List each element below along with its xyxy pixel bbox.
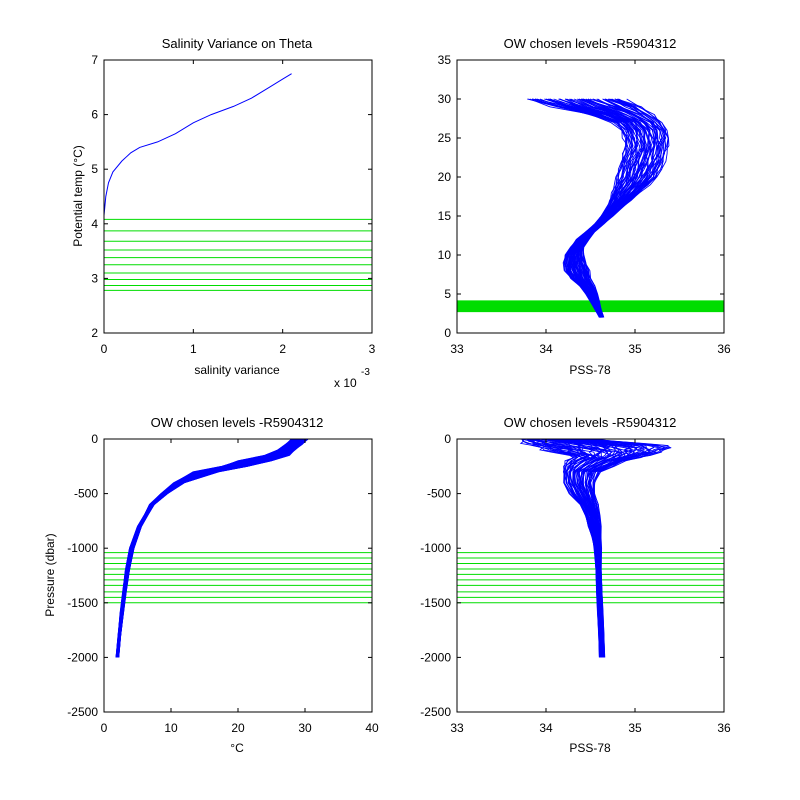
y-tick-label: 5 <box>91 162 98 176</box>
panel-temperature-pressure: OW chosen levels -R5904312 °C Pressure (… <box>43 415 379 755</box>
x-multiplier-label: x 10 <box>334 376 357 390</box>
y-tick-label: 0 <box>444 326 451 340</box>
x-tick-label: 0 <box>101 721 108 735</box>
chart-title: Salinity Variance on Theta <box>162 36 313 51</box>
profile-line <box>582 98 669 318</box>
plot-frame <box>103 438 373 713</box>
chart-title: OW chosen levels -R5904312 <box>151 415 324 430</box>
y-tick-label: 0 <box>91 432 98 446</box>
x-tick-label: 3 <box>369 342 376 356</box>
x-tick-label: 34 <box>539 721 553 735</box>
x-tick-label: 40 <box>365 721 379 735</box>
x-tick-label: 2 <box>279 342 286 356</box>
y-tick-label: 10 <box>438 248 452 262</box>
x-tick-label: 1 <box>190 342 197 356</box>
x-multiplier-exponent: -3 <box>361 367 370 378</box>
x-axis-label: °C <box>230 741 244 755</box>
x-tick-label: 20 <box>231 721 245 735</box>
x-tick-label: 34 <box>539 342 553 356</box>
x-tick-label: 36 <box>717 721 731 735</box>
y-tick-label: -2000 <box>420 650 451 664</box>
series-line <box>104 73 292 216</box>
y-tick-label: 3 <box>91 271 98 285</box>
y-tick-label: -500 <box>74 487 98 501</box>
y-tick-label: -1500 <box>420 596 451 610</box>
y-tick-label: 20 <box>438 170 452 184</box>
x-tick-label: 33 <box>450 342 464 356</box>
y-tick-label: -2000 <box>67 650 98 664</box>
plot-frame <box>103 59 373 334</box>
profile-line <box>118 439 309 658</box>
profile-line <box>117 439 306 658</box>
y-tick-label: 35 <box>438 53 452 67</box>
panel-salinity-pressure: OW chosen levels -R5904312 PSS-78 33 34 35… <box>420 415 731 755</box>
x-tick-label: 33 <box>450 721 464 735</box>
x-tick-label: 36 <box>717 342 731 356</box>
profile-line <box>536 439 601 658</box>
y-tick-label: -1000 <box>420 541 451 555</box>
y-tick-label: -1500 <box>67 596 98 610</box>
y-tick-label: -2500 <box>420 705 451 719</box>
y-tick-label: 2 <box>91 326 98 340</box>
y-tick-label: -1000 <box>67 541 98 555</box>
panel-salinity-variance: Salinity Variance on Theta salinity vari… <box>71 36 376 390</box>
y-tick-label: -500 <box>427 487 451 501</box>
plot-frame <box>456 59 725 334</box>
y-tick-label: 6 <box>91 108 98 122</box>
y-tick-label: 5 <box>444 287 451 301</box>
x-axis-label: PSS-78 <box>569 741 611 755</box>
y-tick-label: -2500 <box>67 705 98 719</box>
x-tick-label: 10 <box>164 721 178 735</box>
y-tick-label: 7 <box>91 53 98 67</box>
chart-title: OW chosen levels -R5904312 <box>504 36 677 51</box>
y-axis-label: Pressure (dbar) <box>43 533 57 616</box>
panel-theta-salinity: OW chosen levels -R5904312 PSS-78 33 34 35… <box>438 36 731 377</box>
profile-line <box>553 98 639 318</box>
y-axis-label: Potential temp (°C) <box>71 145 85 247</box>
chart-title: OW chosen levels -R5904312 <box>504 415 677 430</box>
y-tick-label: 15 <box>438 209 452 223</box>
x-tick-label: 0 <box>101 342 108 356</box>
profile-line <box>593 439 671 658</box>
x-tick-label: 35 <box>628 721 642 735</box>
y-tick-label: 30 <box>438 92 452 106</box>
x-axis-label: PSS-78 <box>569 363 611 377</box>
y-tick-label: 25 <box>438 131 452 145</box>
y-tick-label: 4 <box>91 217 98 231</box>
x-tick-label: 35 <box>628 342 642 356</box>
plot-frame <box>456 438 725 713</box>
y-tick-label: 0 <box>444 432 451 446</box>
x-axis-label: salinity variance <box>194 363 280 377</box>
x-tick-label: 30 <box>298 721 312 735</box>
